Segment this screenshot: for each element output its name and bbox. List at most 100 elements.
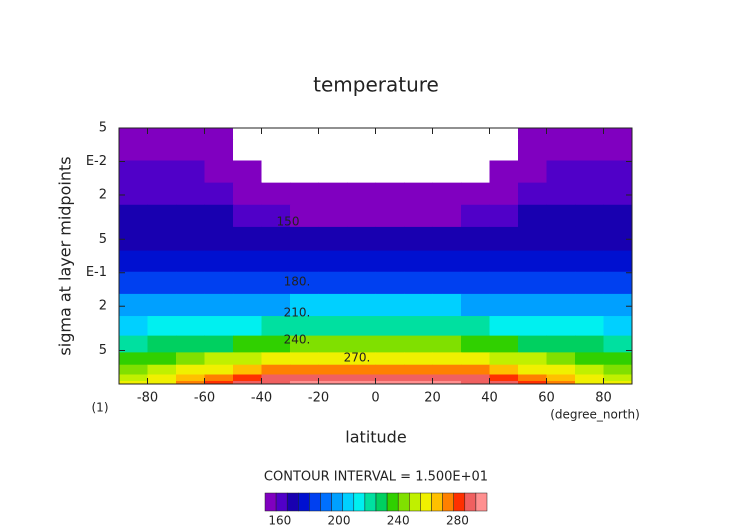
contour-cell [318,204,348,228]
colorbar-swatch [320,492,332,512]
contour-cell [461,128,490,140]
contour-cell [432,204,462,228]
colorbar-swatch [442,492,454,512]
contour-cell [461,380,490,385]
contour-cell [204,374,234,382]
contour-cell [375,352,405,366]
contour-cell [404,316,433,337]
contour-cell [176,364,205,376]
contour-cell [318,160,348,184]
x-tick-label: 0 [371,391,379,406]
colorbar-swatch [286,492,299,512]
contour-cell [261,250,291,273]
contour-cell [404,204,433,228]
contour-cell [546,128,576,140]
colorbar-swatch [386,492,399,512]
contour-cell [461,204,490,228]
contour-cell [404,226,433,252]
contour-cell [603,128,633,140]
colorbar-swatch [453,492,466,512]
contour-cell [575,250,604,273]
contour-cell [575,380,604,385]
y-axis-label: sigma at layer midpoints [56,156,75,355]
contour-cell [119,352,148,366]
contour-cell [204,128,234,140]
contour-cell [432,352,462,366]
colorbar-swatch [342,492,355,512]
contour-cell [489,293,519,317]
contour-cell [575,374,604,382]
contour-cell [119,374,148,382]
contour-cell [432,182,462,206]
contour-cell [233,374,262,382]
contour-cell [575,316,604,337]
contour-cell [489,364,519,376]
contour-cell [233,352,262,366]
contour-cell [404,250,433,273]
colorbar-swatch [475,492,488,512]
contour-cell [204,293,234,317]
contour-interval: CONTOUR INTERVAL = 1.500E+01 [264,470,488,485]
contour-cell [518,250,547,273]
contour-cell [318,182,348,206]
chart-title: temperature [313,73,439,97]
contour-cell [318,293,348,317]
contour-cell [204,380,234,385]
contour-cell [261,139,291,162]
colorbar-swatch [397,492,410,512]
contour-cell [518,182,547,206]
contour-cell [119,204,148,228]
colorbar-swatch [309,492,321,512]
contour-cell [119,160,148,184]
colorbar-label: 160 [268,514,291,528]
contour-cell [603,204,633,228]
contour-cell [233,316,262,337]
contour-cell [518,380,547,385]
x-tick-label: -60 [194,391,215,406]
contour-cell [233,226,262,252]
contour-cell [119,250,148,273]
contour-cell [290,271,319,295]
contour-cell [518,293,547,317]
x-tick-label: -20 [308,391,329,406]
contour-cell [347,182,376,206]
contour-cell [318,316,348,337]
contour-cell [147,380,177,385]
contour-cell [546,364,576,376]
contour-cell [603,352,633,366]
colorbar-label: 240 [387,514,410,528]
contour-label: 240. [284,333,311,347]
contour-cell [404,293,433,317]
contour-cell [546,182,576,206]
contour-cell [489,128,519,140]
contour-cell [176,316,205,337]
contour-cell [432,250,462,273]
contour-cell [603,250,633,273]
contour-cell [461,374,490,382]
x-tick-label: -40 [251,391,272,406]
contour-cell [603,316,633,337]
contour-cell [290,139,319,162]
contour-cell [318,128,348,140]
contour-cell [290,364,319,376]
contour-cell [147,316,177,337]
contour-cell [489,335,519,353]
contour-cell [176,352,205,366]
colorbar-label: 280 [446,514,469,528]
contour-cell [233,204,262,228]
contour-cell [575,293,604,317]
contour-cell [347,271,376,295]
contour-cell [375,226,405,252]
contour-cell [404,380,433,385]
contour-cell [347,352,376,366]
contour-cell [461,335,490,353]
contour-cell [546,139,576,162]
contour-cell [432,226,462,252]
colorbar-swatch [275,492,288,512]
contour-cell [575,271,604,295]
contour-label: 150 [277,215,300,229]
contour-cell [119,364,148,376]
x-unit-label: (degree_north) [550,408,640,422]
contour-cell [375,364,405,376]
